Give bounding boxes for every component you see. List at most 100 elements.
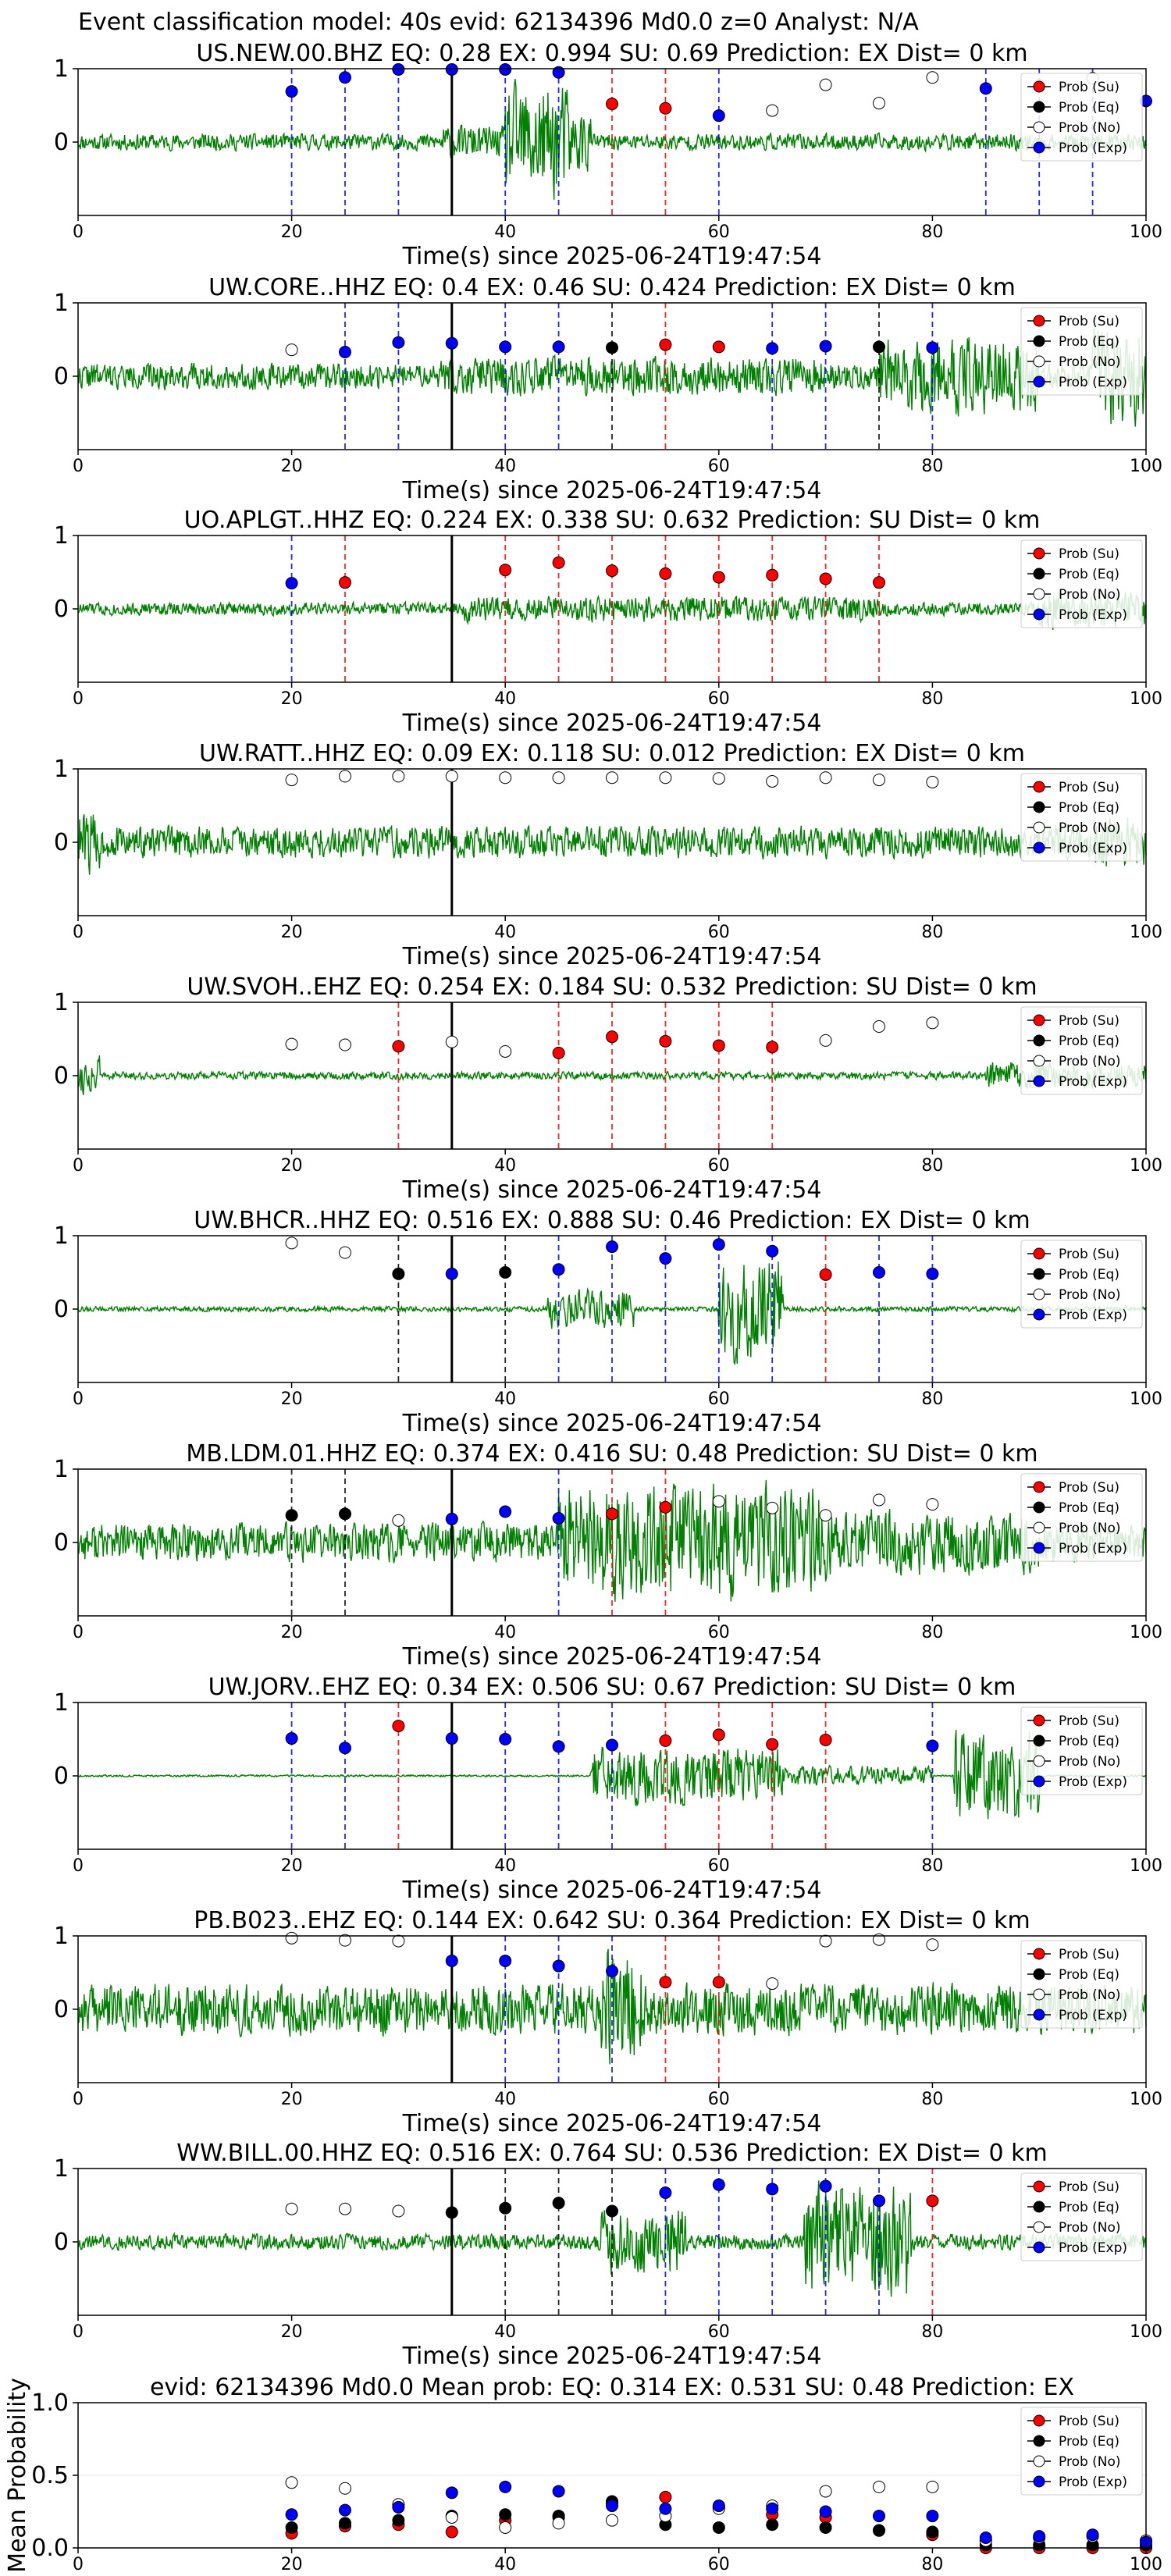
prob-point-no [552,771,565,785]
prob-point-no [499,1044,512,1058]
legend-label: Prob (No) [1059,1987,1121,2003]
mean-prob-point-exp [285,2508,298,2521]
prob-point-no [339,2202,351,2215]
x-tick-label: 0 [73,222,84,242]
prob-point-no [659,771,672,785]
prob-point-exp [766,2183,779,2196]
x-tick-label: 100 [1130,2322,1162,2342]
legend-box [1020,539,1143,628]
mean-prob-point-exp [499,2480,512,2493]
chart-panel-1: US.NEW.00.BHZ EQ: 0.28 EX: 0.994 SU: 0.6… [54,40,1162,270]
legend-marker-eq [1033,568,1045,580]
x-tick-label: 40 [494,222,516,242]
prob-point-no [499,771,512,785]
panel-title: WW.BILL.00.HHZ EQ: 0.516 EX: 0.764 SU: 0… [176,2140,1047,2167]
waveform-trace [77,1055,1147,1096]
x-tick-label: 100 [1130,1389,1162,1409]
prob-point-no [392,770,405,783]
legend-marker-no [1033,355,1045,368]
legend-label: Prob (Eq) [1059,334,1119,350]
x-tick-label: 40 [494,1623,516,1642]
legend-label: Prob (Su) [1059,1713,1119,1729]
legend-marker-exp [1033,2241,1045,2254]
prob-point-eq [499,2201,512,2215]
x-tick-label: 0 [73,1389,84,1409]
legend-marker-eq [1033,1268,1045,1280]
legend-marker-exp [1033,1075,1045,1087]
legend-box [1020,307,1143,396]
prob-point-exp [606,1738,618,1752]
x-tick-label: 100 [1130,1623,1162,1642]
mean-prob-point-eq [926,2525,939,2539]
prob-point-su [552,1046,565,1059]
legend-marker-eq [1033,1968,1045,1980]
legend-box [1020,2407,1143,2496]
legend-label: Prob (Exp) [1059,2240,1127,2256]
prob-point-exp [499,1505,512,1518]
legend-label: Prob (Exp) [1059,841,1127,856]
legend-label: Prob (Eq) [1059,567,1119,582]
x-tick-label: 100 [1130,2555,1162,2574]
mean-prob-point-eq [819,2521,832,2534]
x-tick-label: 100 [1130,1856,1162,1876]
prob-point-exp [339,1742,351,1755]
x-tick-label: 80 [921,457,943,476]
prob-point-exp [766,1244,779,1258]
legend-box [1020,2172,1143,2261]
x-tick-label: 80 [921,1856,943,1876]
mean-prob-point-exp [552,2485,565,2498]
legend-box [1020,773,1143,862]
prob-point-no [285,774,298,787]
legend-marker-exp [1033,1542,1045,1554]
x-tick-label: 20 [281,1623,303,1642]
legend-marker-su [1033,781,1045,793]
legend-marker-eq [1033,801,1045,813]
prob-point-eq [606,341,618,354]
legend-label: Prob (Eq) [1059,100,1119,116]
prob-point-exp [339,345,351,358]
legend-marker-exp [1033,2008,1045,2021]
prob-point-exp [445,336,458,350]
prob-point-exp [552,1740,565,1753]
x-tick-label: 100 [1130,923,1162,942]
x-tick-label: 20 [281,1156,303,1176]
prob-point-exp [552,1959,565,1973]
mean-prob-point-exp [445,2486,458,2500]
legend-label: Prob (Exp) [1059,2475,1127,2490]
x-tick-label: 60 [708,923,730,942]
legend-marker-su [1033,80,1045,93]
mean-prob-point-su [659,2490,672,2503]
y-tick-label: 1 [54,1923,69,1950]
chart-panel-8: UW.JORV..EHZ EQ: 0.34 EX: 0.506 SU: 0.67… [54,1674,1162,1904]
prob-point-exp [285,577,298,590]
mean-prob-point-exp [819,2505,832,2518]
y-tick-label: 1 [54,2155,69,2183]
y-tick-label: 0 [54,1996,69,2023]
prob-point-exp [285,85,298,98]
mean-prob-point-su [445,2525,458,2539]
x-axis-label: Time(s) since 2025-06-24T19:47:54 [402,710,822,737]
prob-point-exp [552,66,565,79]
x-tick-label: 20 [281,1856,303,1876]
legend-label: Prob (No) [1059,120,1121,136]
mean-prob-point-no [606,2514,618,2527]
x-tick-label: 20 [281,923,303,942]
x-tick-label: 100 [1130,457,1162,476]
waveform-trace [77,814,1147,875]
y-tick-label: 1 [54,756,69,783]
y-tick-label: 0.5 [31,2462,69,2489]
prob-point-su [659,101,672,115]
legend-marker-exp [1033,841,1045,854]
panel-title: MB.LDM.01.HHZ EQ: 0.374 EX: 0.416 SU: 0.… [186,1440,1038,1468]
legend-label: Prob (Eq) [1059,2434,1119,2450]
prob-point-su [659,567,672,580]
mean-prob-point-exp [766,2502,779,2515]
chart-panel-9: PB.B023..EHZ EQ: 0.144 EX: 0.642 SU: 0.3… [54,1907,1162,2137]
prob-point-su [766,1041,779,1054]
legend-marker-exp [1033,608,1045,621]
legend-label: Prob (Exp) [1059,2008,1127,2023]
legend-box [1020,1240,1143,1329]
x-axis-label: Time(s) since 2025-06-24T19:47:54 [402,1877,822,1904]
legend-label: Prob (No) [1059,587,1121,603]
legend-label: Prob (No) [1059,820,1121,836]
